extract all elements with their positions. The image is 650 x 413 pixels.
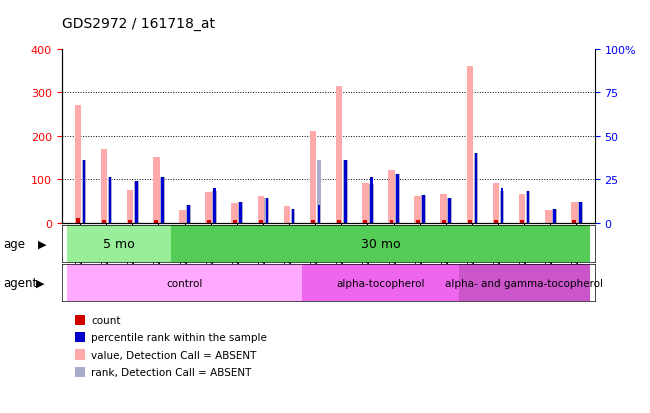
Bar [573, 221, 577, 223]
Bar [161, 178, 164, 223]
Bar [266, 199, 268, 223]
Bar [154, 221, 159, 223]
Bar [552, 209, 556, 223]
Bar [493, 184, 499, 223]
Bar [336, 86, 343, 223]
Bar [527, 192, 529, 223]
Bar [500, 188, 503, 223]
Bar [213, 188, 216, 223]
Bar [257, 197, 264, 223]
Bar [370, 178, 372, 223]
Bar [571, 202, 578, 223]
Bar [127, 190, 133, 223]
Bar [473, 154, 478, 223]
Bar [468, 221, 472, 223]
Bar [362, 184, 369, 223]
Bar [83, 161, 85, 223]
Bar [317, 161, 322, 223]
Bar [520, 221, 524, 223]
Bar [343, 161, 348, 223]
Bar [265, 199, 269, 223]
Bar [67, 264, 302, 301]
Bar [291, 209, 295, 223]
Text: percentile rank within the sample: percentile rank within the sample [91, 332, 267, 342]
Bar [337, 221, 341, 223]
Bar [310, 132, 317, 223]
Bar [389, 221, 393, 223]
Bar [231, 204, 238, 223]
Bar [292, 209, 294, 223]
Bar [388, 171, 395, 223]
Text: GDS2972 / 161718_at: GDS2972 / 161718_at [62, 17, 214, 31]
Text: age: age [3, 237, 25, 250]
Bar [283, 206, 291, 223]
Bar [102, 221, 106, 223]
Text: 30 mo: 30 mo [361, 237, 400, 250]
Bar [233, 221, 237, 223]
Bar [396, 174, 399, 223]
Bar [239, 202, 243, 223]
Bar [179, 210, 186, 223]
Bar [318, 206, 320, 223]
Bar [459, 264, 590, 301]
Text: alpha- and gamma-tocopherol: alpha- and gamma-tocopherol [445, 278, 603, 288]
Bar [442, 221, 446, 223]
Bar [421, 195, 426, 223]
Bar [363, 221, 367, 223]
Bar [500, 192, 504, 223]
Bar [108, 178, 112, 223]
Bar [76, 219, 80, 223]
Bar [494, 221, 498, 223]
Bar [187, 206, 190, 223]
Bar [415, 221, 419, 223]
Bar [109, 178, 111, 223]
Bar [579, 202, 582, 223]
Bar [447, 199, 452, 223]
Bar [153, 158, 160, 223]
Bar [553, 209, 556, 223]
Bar [578, 202, 583, 223]
Text: rank, Detection Call = ABSENT: rank, Detection Call = ABSENT [91, 367, 252, 377]
Bar [414, 197, 421, 223]
Bar [160, 178, 164, 223]
Text: value, Detection Call = ABSENT: value, Detection Call = ABSENT [91, 350, 256, 360]
Bar [101, 150, 107, 223]
Bar [128, 221, 132, 223]
Bar [448, 199, 451, 223]
Bar [134, 181, 138, 223]
Bar [186, 206, 191, 223]
Bar [239, 202, 242, 223]
Bar [302, 264, 459, 301]
Bar [545, 210, 551, 223]
Bar [82, 161, 86, 223]
Bar [467, 67, 473, 223]
Bar [344, 161, 346, 223]
Text: control: control [166, 278, 203, 288]
Bar [474, 154, 477, 223]
Text: alpha-tocopherol: alpha-tocopherol [336, 278, 424, 288]
Text: 5 mo: 5 mo [103, 237, 135, 250]
Bar [135, 181, 138, 223]
Text: ▶: ▶ [38, 239, 46, 249]
Bar [422, 195, 425, 223]
Bar [259, 221, 263, 223]
Bar [75, 106, 81, 223]
Bar [67, 225, 172, 262]
Bar [311, 221, 315, 223]
Bar [172, 225, 590, 262]
Bar [395, 174, 400, 223]
Bar [369, 185, 374, 223]
Text: ▶: ▶ [36, 278, 44, 288]
Bar [526, 192, 530, 223]
Bar [213, 192, 217, 223]
Bar [205, 192, 212, 223]
Bar [441, 195, 447, 223]
Text: agent: agent [3, 276, 38, 290]
Text: count: count [91, 315, 120, 325]
Bar [207, 221, 211, 223]
Bar [519, 195, 525, 223]
